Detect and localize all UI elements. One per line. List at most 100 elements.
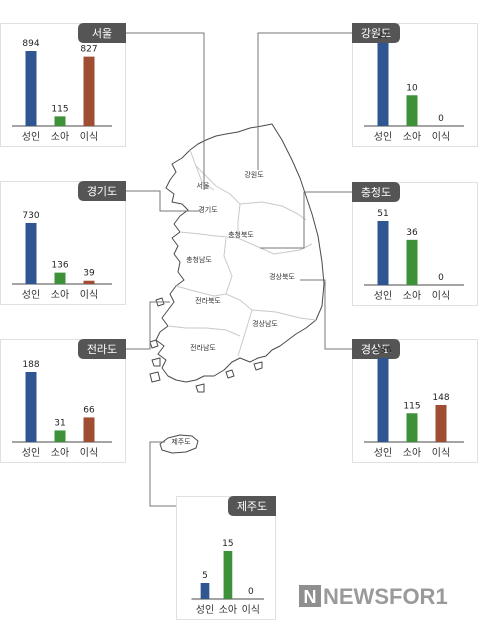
category-label: 이식 bbox=[432, 131, 450, 143]
category-label: 성인 bbox=[22, 289, 40, 301]
bar bbox=[406, 239, 418, 285]
region-chart: 충청도 51 성인 36 소아 0 이식 bbox=[352, 182, 478, 306]
bar bbox=[377, 358, 389, 442]
data-label: 51 bbox=[377, 209, 388, 219]
category-label: 소아 bbox=[403, 447, 421, 459]
data-label: 0 bbox=[248, 587, 254, 597]
bar bbox=[406, 413, 418, 442]
map-label: 강원도 bbox=[244, 170, 264, 179]
newsfor1-watermark: N NEWSFOR1 bbox=[299, 584, 448, 609]
data-label: 15 bbox=[222, 539, 233, 549]
jeju-island bbox=[159, 434, 199, 454]
connector-lines bbox=[126, 32, 352, 507]
bar bbox=[83, 280, 95, 284]
island-south-3 bbox=[253, 361, 263, 371]
category-label: 소아 bbox=[403, 290, 421, 302]
chart-title-tab bbox=[352, 23, 400, 43]
region-chart: 서울 894 성인 115 소아 827 이식 bbox=[0, 23, 126, 147]
category-label: 소아 bbox=[219, 604, 237, 616]
chart-title-tab bbox=[352, 339, 400, 359]
map-label: 전라남도 bbox=[190, 343, 216, 352]
chart-title: 경기도 bbox=[87, 185, 117, 198]
category-label: 성인 bbox=[22, 131, 40, 143]
category-label: 이식 bbox=[80, 131, 98, 143]
category-label: 이식 bbox=[80, 447, 98, 459]
map-label: 서울 bbox=[197, 181, 210, 190]
map-label: 경기도 bbox=[198, 205, 218, 214]
chart-title: 충청도 bbox=[361, 186, 391, 199]
data-label: 5 bbox=[202, 571, 208, 581]
data-label: 0 bbox=[438, 114, 444, 124]
bar bbox=[54, 116, 66, 126]
category-label: 소아 bbox=[51, 289, 69, 301]
category-label: 성인 bbox=[374, 290, 392, 302]
data-label: 336 bbox=[374, 346, 391, 356]
map-label: 충청남도 bbox=[186, 255, 212, 264]
chart-title-tab bbox=[78, 181, 126, 201]
chart-title: 경상도 bbox=[361, 343, 391, 356]
chart-title: 강원도 bbox=[361, 27, 391, 40]
map-label: 경상북도 bbox=[269, 272, 295, 281]
category-label: 이식 bbox=[242, 604, 260, 616]
data-label: 730 bbox=[22, 211, 39, 221]
category-label: 이식 bbox=[80, 289, 98, 301]
chart-title-tab bbox=[228, 496, 276, 516]
bar bbox=[377, 43, 389, 126]
bar bbox=[25, 51, 37, 126]
bar bbox=[54, 272, 66, 284]
data-label: 136 bbox=[51, 261, 68, 271]
island-south-2 bbox=[225, 369, 235, 379]
island-sw-2 bbox=[149, 371, 161, 383]
map-label: 충청북도 bbox=[228, 230, 254, 239]
bar bbox=[83, 56, 95, 126]
watermark-text: NEWSFOR1 bbox=[323, 584, 448, 609]
data-label: 115 bbox=[403, 401, 420, 411]
category-label: 성인 bbox=[374, 131, 392, 143]
data-label: 36 bbox=[406, 228, 418, 238]
data-label: 31 bbox=[54, 418, 65, 428]
chart-title: 전라도 bbox=[87, 343, 117, 356]
bar bbox=[435, 405, 447, 442]
chart-title-tab bbox=[78, 23, 126, 43]
data-label: 27 bbox=[377, 31, 388, 41]
region-chart: 경기도 730 성인 136 소아 39 이식 bbox=[0, 181, 126, 305]
data-label: 39 bbox=[83, 269, 95, 279]
bar bbox=[406, 95, 418, 126]
island-sw-1 bbox=[151, 357, 161, 367]
bar bbox=[25, 223, 37, 284]
watermark-logo-n: N bbox=[304, 587, 317, 607]
bar bbox=[83, 417, 95, 442]
data-label: 148 bbox=[432, 393, 449, 403]
data-label: 188 bbox=[22, 360, 39, 370]
category-label: 소아 bbox=[403, 131, 421, 143]
chart-title-tab bbox=[78, 339, 126, 359]
chart-title: 제주도 bbox=[237, 500, 267, 513]
category-label: 성인 bbox=[22, 447, 40, 459]
category-label: 소아 bbox=[51, 131, 69, 143]
map-label: 제주도 bbox=[171, 438, 191, 446]
data-label: 10 bbox=[406, 83, 418, 93]
map-label: 전라북도 bbox=[195, 296, 221, 305]
data-label: 827 bbox=[80, 45, 97, 55]
bar bbox=[200, 583, 210, 599]
category-label: 성인 bbox=[196, 604, 214, 616]
bar bbox=[223, 551, 233, 599]
region-chart: 제주도 5 성인 15 소아 0 이식 bbox=[176, 496, 276, 620]
chart-title: 서울 bbox=[92, 27, 112, 40]
category-label: 이식 bbox=[432, 447, 450, 459]
region-chart: 전라도 188 성인 31 소아 66 이식 bbox=[0, 339, 126, 463]
category-label: 소아 bbox=[51, 447, 69, 459]
data-label: 115 bbox=[51, 104, 68, 114]
island-west-2 bbox=[149, 339, 159, 349]
mainland-outline bbox=[155, 123, 325, 383]
chart-title-tab bbox=[352, 182, 400, 202]
category-label: 성인 bbox=[374, 447, 392, 459]
bar bbox=[377, 221, 389, 285]
map-label: 경상남도 bbox=[252, 319, 278, 328]
korea-map bbox=[149, 123, 325, 454]
bar bbox=[25, 372, 37, 442]
data-label: 894 bbox=[22, 39, 39, 49]
